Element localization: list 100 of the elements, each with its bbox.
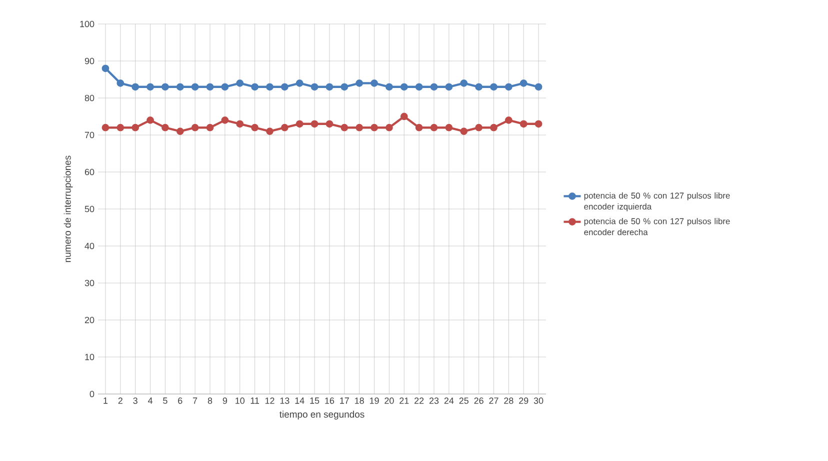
point: [296, 120, 304, 128]
point: [504, 116, 512, 124]
point: [251, 83, 258, 91]
point: [310, 120, 318, 128]
point: [236, 80, 244, 87]
point: [460, 128, 468, 135]
point: [280, 83, 288, 91]
point: [221, 83, 229, 91]
point: [400, 83, 408, 91]
point: [430, 83, 438, 91]
point: [430, 124, 438, 132]
point: [445, 83, 453, 91]
point: [460, 80, 468, 87]
point: [370, 124, 378, 132]
y-tick-label: 40: [84, 242, 94, 250]
point: [102, 124, 110, 132]
y-tick-label: 100: [80, 20, 94, 28]
point: [162, 124, 169, 132]
point: [176, 128, 184, 135]
point: [386, 124, 393, 132]
legend-label: potencia de 50 % con 127 pulsos libre encoder derecha: [584, 218, 730, 236]
x-tick-label: 7: [193, 398, 198, 404]
point: [191, 83, 199, 91]
y-tick-label: 90: [84, 58, 94, 64]
x-tick-label: 18: [355, 398, 364, 404]
y-tick-label: 20: [84, 316, 94, 324]
x-tick-label: 11: [250, 398, 260, 404]
point: [445, 124, 453, 132]
y-tick-label: 80: [84, 94, 94, 102]
point: [356, 124, 364, 132]
legend-label: potencia de 50 % con 127 pulsos libre encoder izquierda: [584, 192, 730, 212]
point: [326, 120, 334, 128]
point: [534, 83, 542, 91]
point: [326, 83, 334, 91]
point: [266, 128, 274, 135]
x-tick-label: 13: [280, 398, 290, 404]
point: [206, 83, 214, 91]
x-tick-label: 24: [444, 398, 454, 404]
point: [475, 83, 482, 91]
point: [236, 120, 244, 128]
point: [191, 124, 199, 132]
point: [504, 83, 512, 91]
x-tick-label: 29: [519, 398, 528, 404]
x-tick-label: 4: [148, 398, 152, 404]
point: [415, 83, 423, 91]
point: [146, 83, 154, 91]
x-tick-label: 26: [474, 398, 484, 404]
x-tick-label: 8: [208, 398, 212, 404]
point: [520, 80, 528, 87]
point: [116, 80, 124, 87]
point: [206, 124, 214, 132]
x-tick-label: 12: [265, 398, 274, 404]
point: [534, 120, 542, 128]
point: [251, 124, 258, 132]
y-axis-title: numero de interrupciones: [64, 156, 73, 262]
x-tick-label: 30: [534, 398, 544, 404]
y-tick-label: 10: [85, 354, 94, 360]
x-tick-label: 17: [340, 398, 349, 404]
x-tick-label: 27: [489, 398, 498, 404]
point: [162, 83, 169, 91]
point: [266, 83, 274, 91]
x-tick-label: 23: [429, 398, 439, 404]
x-tick-label: 16: [325, 398, 334, 404]
x-tick-label: 21: [400, 398, 409, 404]
point: [296, 80, 304, 87]
point: [146, 116, 154, 124]
point: [490, 83, 498, 91]
y-tick-label: 70: [84, 132, 94, 138]
y-tick-label: 30: [84, 280, 94, 286]
y-tick-label: 50: [84, 206, 94, 212]
point: [132, 83, 140, 91]
point: [280, 124, 288, 132]
x-tick-label: 25: [459, 398, 468, 404]
point: [475, 124, 482, 132]
x-tick-label: 15: [310, 398, 320, 404]
point: [221, 116, 229, 124]
x-tick-label: 14: [295, 398, 304, 404]
point: [370, 80, 378, 87]
point: [356, 80, 364, 87]
point: [490, 124, 498, 132]
x-tick-label: 19: [370, 398, 379, 404]
x-tick-label: 3: [133, 398, 138, 404]
point: [310, 83, 318, 91]
point: [340, 83, 348, 91]
y-tick-label: 0: [90, 390, 94, 398]
x-tick-label: 2: [118, 398, 122, 404]
x-tick-label: 22: [414, 398, 424, 404]
x-axis-title: tiempo en segundos: [280, 410, 364, 420]
point: [102, 64, 110, 72]
point: [340, 124, 348, 132]
x-tick-label: 5: [163, 398, 168, 404]
point: [176, 83, 184, 91]
point: [415, 124, 423, 132]
point: [520, 120, 528, 128]
point: [132, 124, 140, 132]
point: [400, 112, 408, 120]
x-tick-label: 1: [104, 398, 108, 404]
point: [116, 124, 124, 132]
x-tick-label: 20: [384, 398, 394, 404]
x-tick-label: 9: [222, 398, 228, 404]
